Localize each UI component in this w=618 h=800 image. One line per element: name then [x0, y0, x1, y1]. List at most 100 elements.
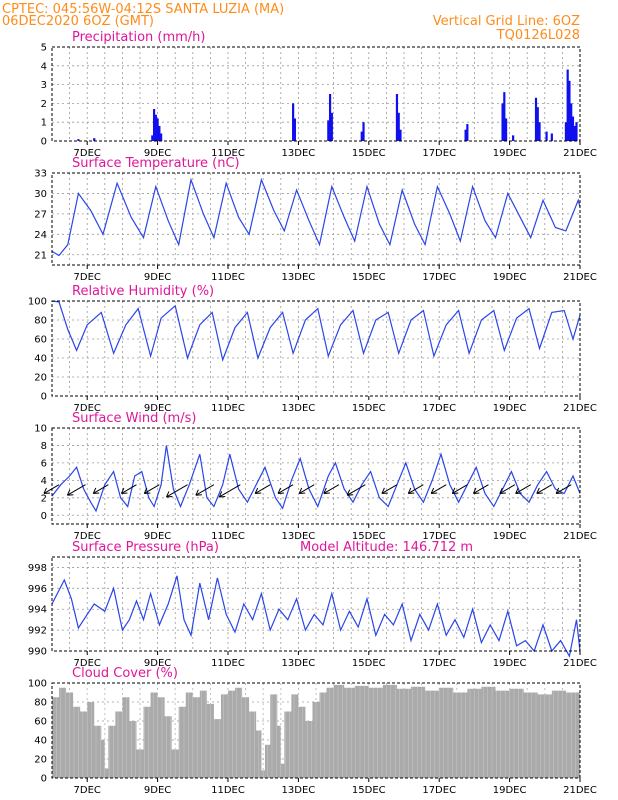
wind-arrow-head: [195, 489, 202, 496]
temp-ytick: 21: [34, 250, 47, 261]
wind-arrow-shaft: [195, 484, 215, 496]
wind-arrow: [555, 484, 572, 494]
temp-ytick: 27: [34, 209, 47, 220]
cloud-xtick: 13DEC: [282, 785, 316, 796]
wind-arrow-shaft: [536, 484, 553, 494]
wind-frame: [51, 427, 581, 525]
cloud-ytick: 40: [34, 736, 47, 747]
wind-arrow-shaft: [277, 484, 294, 494]
rh-ytick: 0: [41, 392, 47, 403]
wind-ytick: 10: [34, 424, 47, 435]
wind-arrow-head: [555, 487, 563, 494]
precip-bar: [399, 129, 402, 141]
wind-arrow-shaft: [166, 484, 188, 498]
wind-arrow-shaft: [408, 484, 424, 494]
rh-ytick: 60: [34, 335, 47, 346]
temp-xtick: 13DEC: [282, 272, 316, 283]
precip-bar: [293, 118, 296, 141]
rh-xtick: 21DEC: [563, 403, 597, 414]
rh-xtick: 7DEC: [74, 403, 101, 414]
wind-arrow-head: [451, 487, 459, 494]
pressure-ytick: 998: [28, 563, 47, 574]
cloud-ytick: 100: [28, 679, 47, 690]
precip-xtick: 17DEC: [422, 148, 456, 159]
temp-ytick: 30: [34, 189, 47, 200]
cloud-ytick: 80: [34, 698, 47, 709]
wind-arrow-head: [120, 487, 128, 494]
pressure-xtick: 21DEC: [563, 658, 597, 669]
rh-xtick: 13DEC: [282, 403, 316, 414]
precip-bar: [93, 138, 96, 141]
rh-frame: [51, 300, 581, 397]
precip-ytick: 5: [41, 43, 47, 54]
temp-xtick: 17DEC: [422, 272, 456, 283]
grid-line-note: Vertical Grid Line: 6OZ: [433, 14, 580, 29]
pressure-ytick: 992: [28, 626, 47, 637]
precip-bar: [503, 92, 506, 141]
precip-bar: [512, 135, 515, 141]
rh-ytick: 100: [28, 297, 47, 308]
cloud-xtick: 17DEC: [422, 785, 456, 796]
pressure-title: Surface Pressure (hPa): [72, 540, 219, 555]
precip-xtick: 9DEC: [144, 148, 171, 159]
wind-arrow-shaft: [430, 484, 447, 494]
wind-arrow: [92, 484, 109, 494]
wind-arrow-head: [515, 487, 522, 494]
pressure-xtick: 15DEC: [352, 658, 386, 669]
wind-arrow: [381, 484, 398, 494]
model-altitude: Model Altitude: 146.712 m: [300, 540, 473, 555]
precip-bar: [536, 107, 539, 141]
precip-bar: [566, 69, 569, 141]
wind-ytick: 6: [41, 458, 47, 469]
wind-arrow-head: [381, 487, 388, 494]
temp-title: Surface Temperature (nC): [72, 156, 240, 171]
wind-ytick: 8: [41, 441, 47, 452]
precip-bar: [571, 116, 575, 141]
wind-arrow-head: [298, 487, 306, 494]
wind-xtick: 15DEC: [352, 531, 386, 542]
wind-arrow-head: [218, 491, 226, 498]
cloud-xtick: 15DEC: [352, 785, 386, 796]
wind-arrow-shaft: [555, 484, 572, 494]
precip-bar: [550, 133, 553, 141]
cloud-xtick: 21DEC: [563, 785, 597, 796]
wind-arrow: [472, 484, 489, 494]
rh-xtick: 11DEC: [211, 403, 245, 414]
pressure-xtick: 17DEC: [422, 658, 456, 669]
wind-arrow: [66, 484, 86, 496]
wind-arrow: [120, 484, 137, 494]
precip-bar: [327, 120, 330, 141]
cloud-xtick: 7DEC: [74, 785, 101, 796]
wind-xtick: 9DEC: [144, 531, 171, 542]
precip-bar: [77, 139, 80, 141]
rh-ytick: 20: [34, 373, 47, 384]
cloud-title: Cloud Cover (%): [72, 666, 178, 681]
cloud-ytick: 60: [34, 717, 47, 728]
precip-ytick: 3: [41, 80, 47, 91]
precip-bar: [160, 133, 163, 141]
pressure-ytick: 994: [28, 605, 47, 616]
precip-bar: [504, 118, 508, 141]
rh-panel: Relative Humidity (%) 0 20 40 60 80 100 7DEC 9DE…: [28, 284, 597, 414]
wind-arrow-shaft: [93, 484, 109, 494]
wind-arrow-shaft: [381, 484, 398, 494]
cloud-ytick: 20: [34, 755, 47, 766]
wind-arrow-shaft: [298, 484, 315, 494]
precip-bar: [464, 129, 467, 141]
precip-ytick: 1: [41, 118, 47, 129]
wind-xtick: 17DEC: [422, 531, 456, 542]
cloud-xtick: 19DEC: [493, 785, 527, 796]
wind-arrow-shaft: [121, 484, 137, 494]
wind-arrow-head: [536, 487, 543, 494]
wind-arrow-shaft: [452, 484, 468, 494]
station-header: CPTEC: 045:56W-04:12S SANTA LUZIA (MA): [2, 2, 284, 17]
precip-xtick: 21DEC: [563, 148, 597, 159]
pressure-xtick: 9DEC: [144, 658, 171, 669]
panels: Precipitation (mm/h) 0 1 2 3 4 5 7DEC 9DEC 11DEC 1…: [28, 30, 597, 796]
wind-panel: Surface Wind (m/s) 0 2 4 6 8 10 7DEC 9DEC 11DEC 13…: [34, 411, 597, 542]
wind-arrow-shaft: [218, 484, 241, 498]
rh-ytick: 40: [34, 354, 47, 365]
wind-arrow-head: [92, 487, 100, 494]
precip-bar: [362, 122, 365, 141]
